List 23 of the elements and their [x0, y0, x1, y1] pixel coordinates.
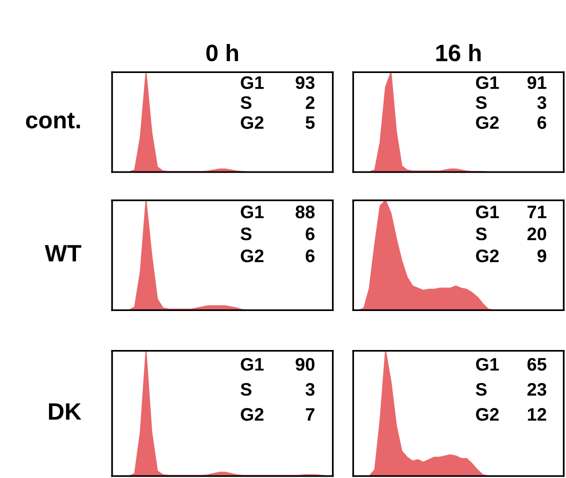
text: S 6: [240, 228, 314, 240]
text: G2 9: [476, 250, 546, 262]
text: G1 71: [476, 206, 546, 218]
text: G1 91: [476, 76, 546, 90]
text: S 3: [476, 96, 546, 110]
text: G1 88: [240, 206, 315, 218]
text: G1 93: [240, 76, 314, 90]
text: G1 90: [240, 358, 314, 371]
text: S 23: [476, 382, 546, 396]
text: S 3: [240, 382, 314, 396]
y-axis-title: WT: [44, 245, 82, 262]
text: G2 5: [240, 116, 315, 129]
text: G2 6: [476, 116, 546, 129]
text: S 20: [476, 228, 546, 240]
text: S 2: [240, 96, 314, 109]
y-axis-title: cont.: [26, 112, 80, 128]
y-axis-title: DK: [48, 403, 82, 420]
text: G1 65: [476, 358, 546, 371]
text: G2 6: [240, 250, 314, 262]
text: G2 12: [476, 408, 546, 421]
text: G2 7: [240, 408, 314, 421]
chart-title: 0 h: [206, 44, 238, 62]
chart-title: 16 h: [436, 44, 481, 62]
